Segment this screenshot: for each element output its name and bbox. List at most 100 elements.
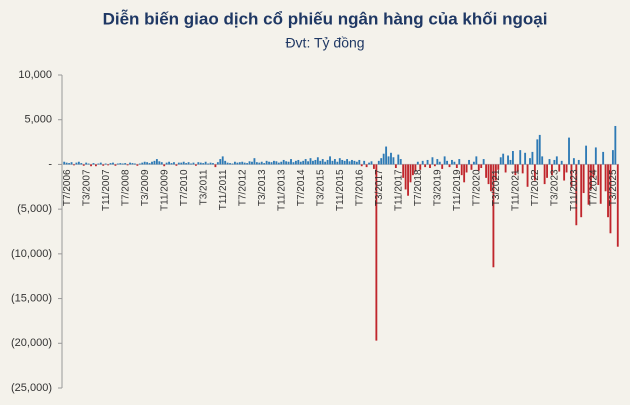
bar (451, 159, 453, 165)
bar (160, 162, 163, 165)
bar (155, 159, 158, 165)
bar (158, 161, 161, 165)
y-tick-label: (15,000) (11, 292, 52, 304)
bar (253, 158, 256, 165)
bar (482, 159, 485, 165)
bar (594, 147, 597, 165)
bar (251, 161, 253, 165)
bar (433, 164, 436, 167)
bar (468, 159, 470, 165)
bar (309, 158, 312, 165)
bar (294, 160, 297, 165)
bar (233, 161, 236, 165)
bar (485, 164, 488, 178)
bar (138, 163, 141, 165)
x-tick-label: T11/2015 (335, 169, 346, 211)
bar (99, 162, 102, 165)
bar (507, 155, 509, 165)
x-tick-label: T3/2009 (140, 169, 151, 206)
bar (375, 164, 378, 341)
bar (212, 163, 214, 165)
bar (148, 163, 151, 165)
bar (312, 160, 314, 165)
x-tick-label: T7/2006 (62, 169, 73, 206)
bar (582, 164, 585, 194)
bar (436, 159, 439, 165)
bar (282, 159, 285, 165)
bar (307, 161, 310, 165)
bar (270, 162, 273, 165)
x-tick-label: T11/2013 (276, 169, 287, 211)
x-tick-label: T11/2021 (511, 169, 522, 211)
bar (368, 162, 370, 165)
bar (143, 161, 146, 165)
bar (416, 161, 419, 165)
bar (555, 156, 558, 165)
bar (229, 163, 231, 165)
bar (287, 161, 290, 165)
bar (394, 164, 397, 169)
bar (82, 164, 85, 166)
bar (355, 161, 358, 165)
bar (87, 163, 90, 165)
bar (353, 160, 356, 165)
bar (360, 164, 363, 167)
bar (153, 160, 156, 165)
bar (141, 162, 144, 165)
bar (597, 164, 600, 185)
bar (94, 164, 97, 167)
bar (341, 159, 344, 165)
bar (190, 163, 192, 165)
y-tick-label: 10,000 (18, 69, 52, 81)
bar (331, 160, 334, 165)
x-tick-label: T3/2019 (433, 169, 444, 206)
bar (558, 164, 561, 172)
bar (273, 160, 275, 165)
bar (112, 162, 114, 165)
bar (409, 164, 412, 183)
bar (346, 159, 349, 165)
bar (343, 160, 346, 165)
bar (446, 160, 449, 165)
bar (548, 159, 551, 165)
bar (560, 160, 563, 165)
bar (533, 164, 536, 181)
x-tick-label: T3/2015 (315, 169, 326, 206)
bar (421, 160, 424, 165)
bar (175, 164, 178, 166)
bar (465, 164, 468, 173)
bar (209, 162, 212, 165)
x-tick-label: T3/2007 (81, 169, 92, 206)
bar (546, 164, 548, 178)
bar (85, 162, 88, 165)
bar (363, 160, 366, 165)
bar (97, 163, 100, 165)
bar (238, 162, 241, 165)
bar (304, 159, 307, 165)
bar (290, 159, 292, 165)
x-tick-label: T7/2024 (589, 169, 600, 206)
bar (358, 159, 361, 165)
bar (509, 159, 512, 165)
bar (134, 163, 136, 165)
x-tick-label: T7/2014 (296, 169, 307, 206)
bar (292, 162, 295, 165)
x-tick-label: T7/2012 (237, 169, 248, 206)
y-tick-label: 5,000 (24, 114, 52, 126)
bar (92, 163, 95, 165)
bar (199, 162, 202, 165)
y-tick-label: (10,000) (11, 248, 52, 260)
chart-subtitle: Đvt: Tỷ đồng (285, 35, 364, 51)
bar (438, 161, 441, 165)
bar (277, 162, 280, 165)
bar (372, 164, 375, 169)
bar (519, 150, 522, 165)
bar (177, 162, 180, 165)
bar (592, 164, 595, 178)
bar (511, 151, 514, 165)
bar (114, 164, 117, 166)
bar (441, 164, 444, 169)
y-tick-label: (25,000) (11, 382, 52, 394)
bar (604, 164, 607, 192)
